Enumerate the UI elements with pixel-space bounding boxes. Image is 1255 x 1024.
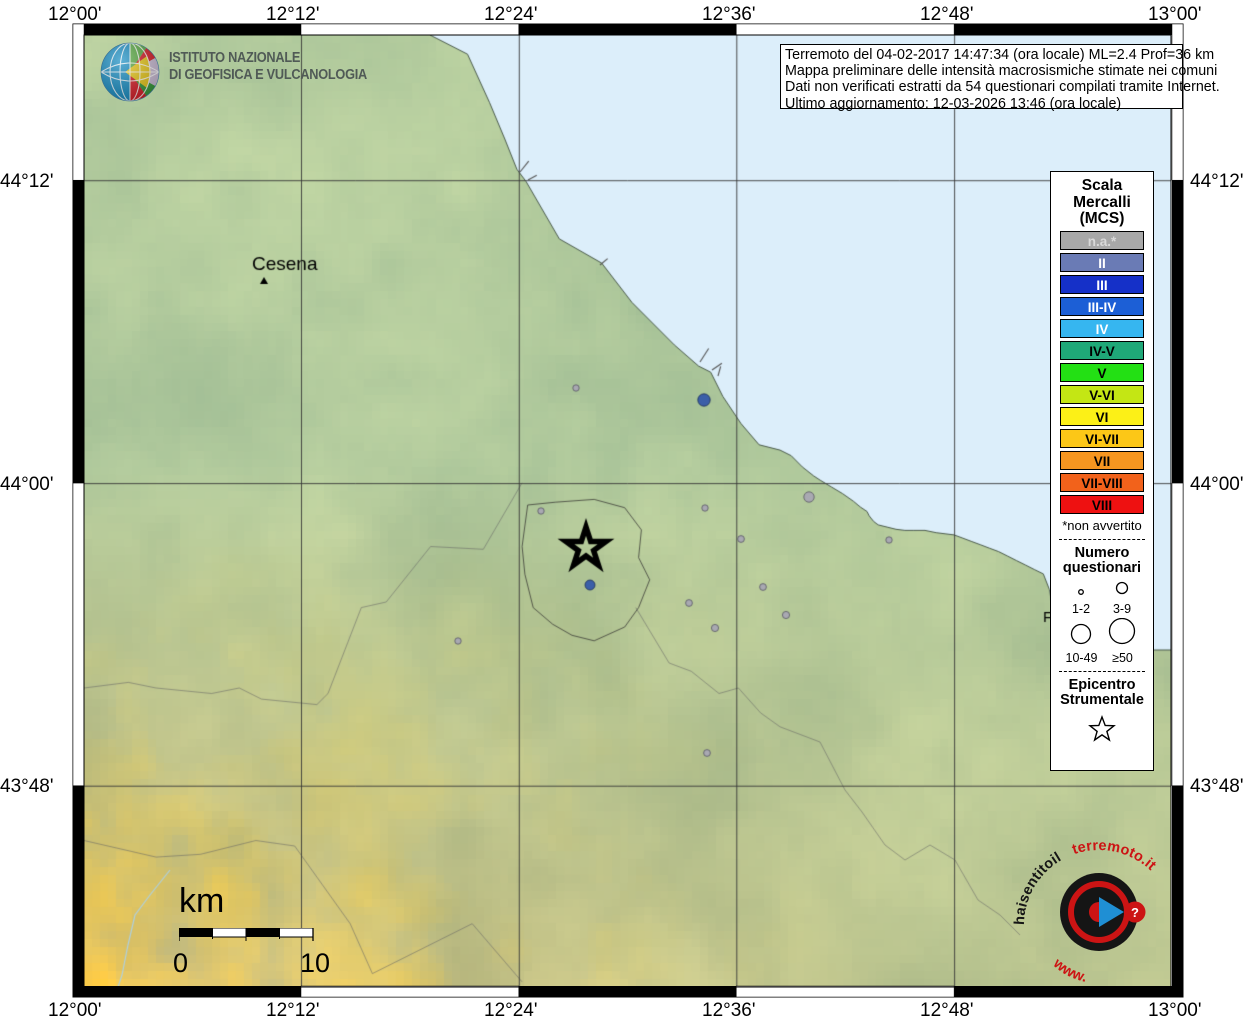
svg-text:terremoto.it: terremoto.it	[1070, 838, 1159, 874]
svg-text:www.: www.	[1049, 955, 1088, 986]
svg-text:?: ?	[1131, 905, 1139, 920]
